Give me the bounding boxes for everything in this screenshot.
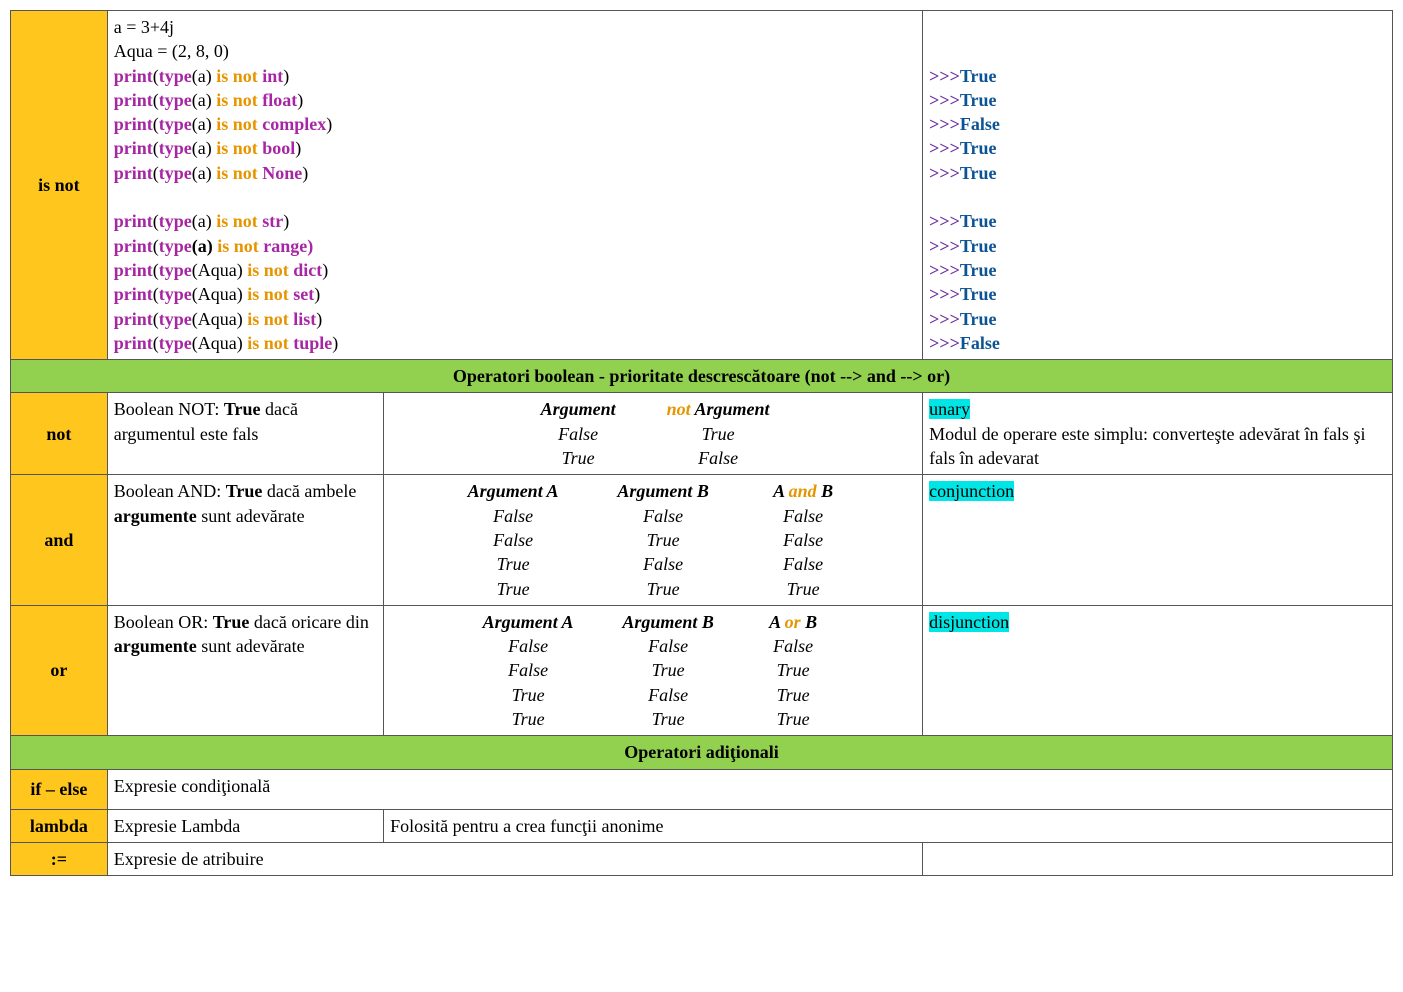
row-header-additional: Operatori adiţionali	[11, 736, 1393, 769]
label-is-not: is not	[11, 11, 108, 360]
label-or: or	[11, 605, 108, 735]
output-is-not: >>>True>>>True>>>False>>>True>>>True>>>T…	[923, 11, 1393, 360]
badge-conjunction: conjunction	[929, 481, 1014, 501]
badge-unary: unary	[929, 399, 970, 419]
note-lambda: Folosită pentru a crea funcţii anonime	[384, 809, 1393, 842]
row-if-else: if – else Expresie condiţională	[11, 769, 1393, 809]
code-is-not: a = 3+4jAqua = (2, 8, 0)print(type(a) is…	[107, 11, 922, 360]
desc-walrus: Expresie de atribuire	[107, 842, 922, 875]
label-if-else: if – else	[11, 769, 108, 809]
desc-lambda: Expresie Lambda	[107, 809, 383, 842]
row-not: not Boolean NOT: True dacă argumentul es…	[11, 393, 1393, 475]
operators-table: is not a = 3+4jAqua = (2, 8, 0)print(typ…	[10, 10, 1393, 876]
label-and: and	[11, 475, 108, 605]
note-not: unary Modul de operare este simplu: conv…	[923, 393, 1393, 475]
row-and: and Boolean AND: True dacă ambele argume…	[11, 475, 1393, 605]
row-lambda: lambda Expresie Lambda Folosită pentru a…	[11, 809, 1393, 842]
truth-table-or: Argument AFalseFalseTrueTrueArgument BFa…	[384, 605, 923, 735]
desc-not: Boolean NOT: True dacă argumentul este f…	[107, 393, 383, 475]
note-and: conjunction	[923, 475, 1393, 605]
note-walrus	[923, 842, 1393, 875]
row-header-boolean: Operatori boolean - prioritate descrescă…	[11, 360, 1393, 393]
truth-table-and: Argument AFalseFalseTrueTrueArgument BFa…	[384, 475, 923, 605]
label-not: not	[11, 393, 108, 475]
badge-disjunction: disjunction	[929, 612, 1009, 632]
label-walrus: :=	[11, 842, 108, 875]
row-is-not: is not a = 3+4jAqua = (2, 8, 0)print(typ…	[11, 11, 1393, 360]
desc-and: Boolean AND: True dacă ambele argumente …	[107, 475, 383, 605]
desc-or: Boolean OR: True dacă oricare din argume…	[107, 605, 383, 735]
desc-if-else: Expresie condiţională	[107, 769, 1392, 809]
row-or: or Boolean OR: True dacă oricare din arg…	[11, 605, 1393, 735]
truth-table-not: ArgumentFalseTruenot ArgumentTrueFalse	[384, 393, 923, 475]
row-walrus: := Expresie de atribuire	[11, 842, 1393, 875]
label-lambda: lambda	[11, 809, 108, 842]
note-or: disjunction	[923, 605, 1393, 735]
header-boolean: Operatori boolean - prioritate descrescă…	[11, 360, 1393, 393]
header-additional: Operatori adiţionali	[11, 736, 1393, 769]
